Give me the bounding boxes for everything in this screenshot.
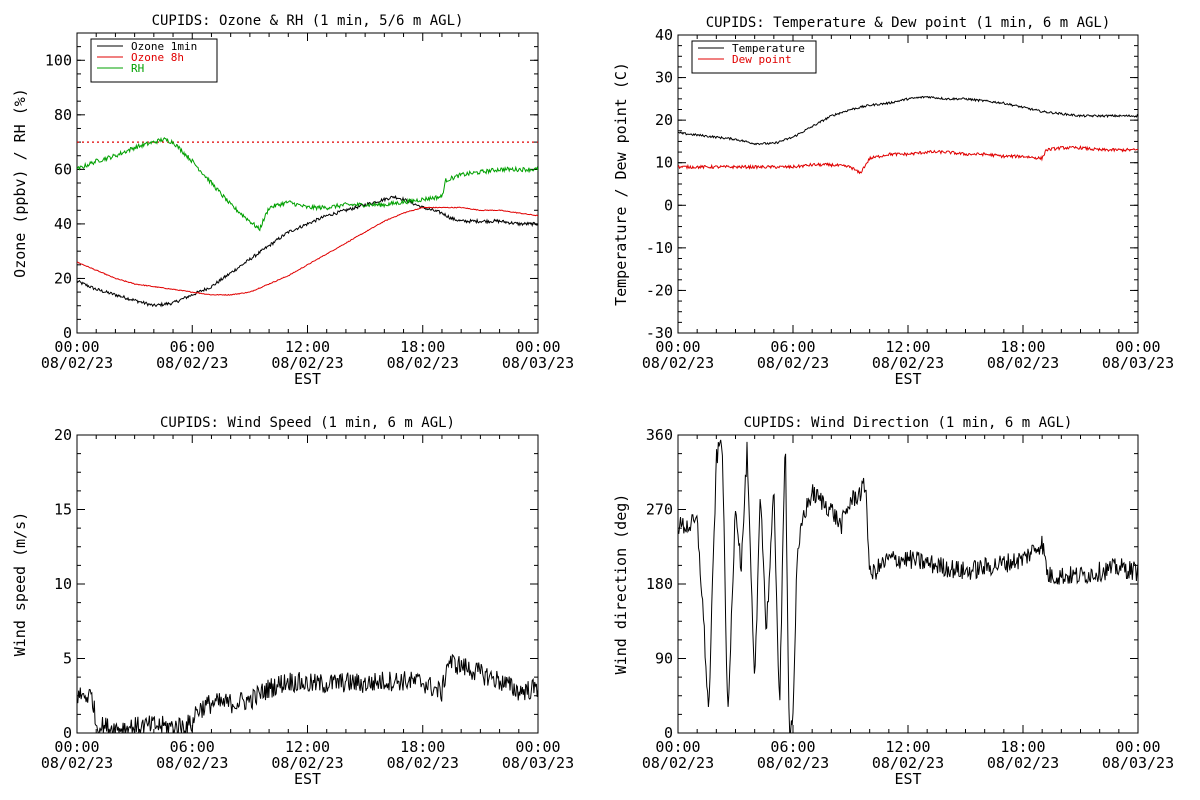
y-tick-label: 0: [664, 724, 673, 742]
y-tick-label: 90: [655, 650, 673, 668]
x-tick-time: 18:00: [400, 338, 445, 356]
x-tick-date: 08/02/23: [872, 354, 944, 372]
x-tick-date: 08/02/23: [757, 354, 829, 372]
x-tick-date: 08/02/23: [872, 754, 944, 772]
x-tick-date: 08/02/23: [41, 754, 113, 772]
series-line-0: [678, 95, 1138, 146]
y-tick-label: 30: [655, 69, 673, 87]
x-tick-date: 08/02/23: [757, 754, 829, 772]
y-tick-label: 20: [655, 111, 673, 129]
x-tick-date: 08/02/23: [271, 354, 343, 372]
chart-title: CUPIDS: Ozone & RH (1 min, 5/6 m AGL): [152, 13, 464, 29]
chart-title: CUPIDS: Wind Speed (1 min, 6 m AGL): [160, 415, 455, 431]
x-tick-date: 08/02/23: [642, 754, 714, 772]
x-tick-date: 08/03/23: [502, 754, 574, 772]
x-tick-time: 00:00: [515, 738, 560, 756]
x-tick-time: 00:00: [1115, 338, 1160, 356]
x-tick-time: 06:00: [770, 338, 815, 356]
y-axis-label: Wind direction (deg): [612, 494, 630, 675]
x-axis-label: EST: [894, 770, 921, 788]
x-tick-date: 08/03/23: [1102, 754, 1174, 772]
y-tick-label: 20: [54, 269, 72, 287]
x-tick-date: 08/03/23: [502, 354, 574, 372]
y-axis-label: Ozone (ppbv) / RH (%): [11, 88, 29, 278]
x-tick-date: 08/02/23: [987, 754, 1059, 772]
legend-label: Dew point: [732, 53, 792, 66]
y-tick-label: 0: [664, 196, 673, 214]
wind-speed-panel: CUPIDS: Wind Speed (1 min, 6 m AGL) 0 5 10 1…: [11, 415, 574, 788]
legend-box: [691, 40, 817, 74]
y-tick-label: -30: [646, 324, 673, 342]
series-line-0: [77, 653, 538, 733]
series-line-1: [678, 145, 1138, 175]
temperature-dewpoint-panel: CUPIDS: Temperature & Dew point (1 min, …: [612, 15, 1174, 388]
x-tick-date: 08/02/23: [987, 354, 1059, 372]
x-tick-time: 00:00: [515, 338, 560, 356]
y-tick-label: 0: [63, 324, 72, 342]
x-tick-date: 08/02/23: [271, 754, 343, 772]
series-line-2: [77, 136, 538, 232]
x-tick-time: 00:00: [54, 338, 99, 356]
x-tick-time: 12:00: [285, 738, 330, 756]
x-tick-time: 18:00: [1000, 738, 1045, 756]
legend-label: Temperature: [732, 42, 805, 55]
x-tick-time: 12:00: [285, 338, 330, 356]
y-axis-label: Temperature / Dew point (C): [612, 62, 630, 306]
y-tick-label: 15: [54, 501, 72, 519]
y-tick-label: 100: [45, 51, 72, 69]
x-tick-date: 08/02/23: [387, 354, 459, 372]
x-tick-time: 12:00: [885, 738, 930, 756]
series-line-0: [77, 194, 538, 308]
y-tick-label: 270: [646, 501, 673, 519]
x-axis-label: EST: [894, 370, 921, 388]
y-tick-label: -10: [646, 239, 673, 257]
x-tick-date: 08/02/23: [41, 354, 113, 372]
x-tick-date: 08/02/23: [156, 754, 228, 772]
x-tick-time: 00:00: [54, 738, 99, 756]
x-tick-date: 08/02/23: [156, 354, 228, 372]
y-tick-label: -20: [646, 281, 673, 299]
y-tick-label: 180: [646, 575, 673, 593]
x-axis-label: EST: [294, 770, 321, 788]
plot-frame: [677, 434, 1139, 734]
plot-frame: [677, 34, 1139, 334]
x-tick-time: 00:00: [655, 738, 700, 756]
series-line-1: [77, 206, 538, 296]
x-tick-time: 18:00: [400, 738, 445, 756]
x-tick-time: 06:00: [170, 738, 215, 756]
x-axis-label: EST: [294, 370, 321, 388]
y-tick-label: 5: [63, 650, 72, 668]
y-tick-label: 40: [655, 26, 673, 44]
y-tick-label: 360: [646, 426, 673, 444]
y-tick-label: 10: [655, 154, 673, 172]
x-tick-time: 06:00: [770, 738, 815, 756]
series-line-0: [678, 439, 1138, 733]
chart-title: CUPIDS: Wind Direction (1 min, 6 m AGL): [744, 415, 1073, 431]
y-tick-label: 20: [54, 426, 72, 444]
x-tick-date: 08/02/23: [387, 754, 459, 772]
y-axis-label: Wind speed (m/s): [11, 512, 29, 657]
chart-title: CUPIDS: Temperature & Dew point (1 min, …: [706, 15, 1111, 31]
x-tick-date: 08/03/23: [1102, 354, 1174, 372]
y-tick-label: 60: [54, 160, 72, 178]
y-tick-label: 0: [63, 724, 72, 742]
x-tick-time: 00:00: [1115, 738, 1160, 756]
legend-label: Ozone 8h: [131, 51, 184, 64]
y-tick-label: 10: [54, 575, 72, 593]
legend-label: Ozone 1min: [131, 40, 197, 53]
x-tick-time: 18:00: [1000, 338, 1045, 356]
ozone-rh-panel: CUPIDS: Ozone & RH (1 min, 5/6 m AGL) 0 20…: [11, 13, 574, 388]
y-tick-label: 40: [54, 215, 72, 233]
x-tick-date: 08/02/23: [642, 354, 714, 372]
legend-label: RH: [131, 62, 144, 75]
x-tick-time: 12:00: [885, 338, 930, 356]
x-tick-time: 00:00: [655, 338, 700, 356]
x-tick-time: 06:00: [170, 338, 215, 356]
y-tick-label: 80: [54, 106, 72, 124]
wind-direction-panel: CUPIDS: Wind Direction (1 min, 6 m AGL) 0…: [612, 415, 1174, 788]
